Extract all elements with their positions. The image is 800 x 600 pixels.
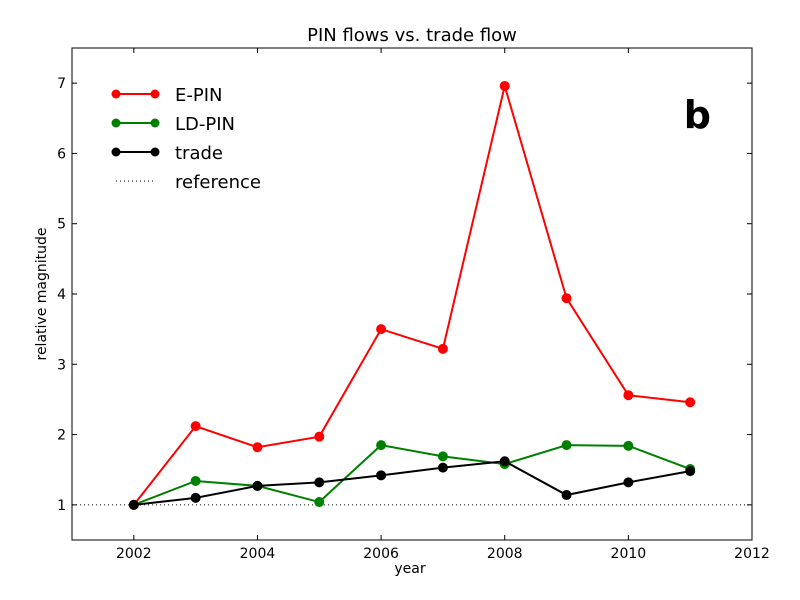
data-point <box>685 397 696 408</box>
legend-marker <box>111 147 121 157</box>
plot-frame <box>71 47 753 541</box>
legend: E-PIN LD-PIN trade reference <box>111 85 261 193</box>
data-point <box>623 390 634 401</box>
data-point <box>561 490 572 501</box>
data-point <box>437 451 448 462</box>
data-point <box>499 456 510 467</box>
legend-marker <box>150 147 160 157</box>
data-point <box>190 492 201 503</box>
legend-item: trade <box>111 143 223 164</box>
y-axis-title: relative magnitude <box>34 228 50 361</box>
data-point <box>252 480 263 491</box>
x-tick-label: 2012 <box>734 546 770 562</box>
y-tick-label: 5 <box>57 217 66 233</box>
panel-label: b <box>684 93 711 137</box>
x-tick-label: 2008 <box>487 546 523 562</box>
data-point <box>685 466 696 477</box>
data-point <box>128 499 139 510</box>
data-point <box>314 431 325 442</box>
x-tick-label: 2006 <box>363 546 399 562</box>
legend-marker <box>111 89 121 99</box>
data-point <box>376 324 387 335</box>
legend-marker <box>150 118 160 128</box>
legend-label: trade <box>175 143 223 164</box>
legend-label: reference <box>175 172 261 193</box>
data-point <box>561 440 572 451</box>
data-point <box>437 343 448 354</box>
legend-marker <box>150 89 160 99</box>
series-layer <box>128 80 696 510</box>
x-tick-label: 2002 <box>116 546 152 562</box>
x-tick-label: 2010 <box>611 546 647 562</box>
data-point <box>623 440 634 451</box>
series-line <box>133 82 691 506</box>
data-point <box>623 477 634 488</box>
legend-item: LD-PIN <box>111 114 235 135</box>
data-point <box>314 497 325 508</box>
data-point <box>376 440 387 451</box>
y-tick-label: 4 <box>57 287 66 303</box>
x-tick-label: 2004 <box>240 546 276 562</box>
legend-label: E-PIN <box>175 85 223 106</box>
legend-item: E-PIN <box>111 85 223 106</box>
data-point <box>190 475 201 486</box>
data-point <box>314 477 325 488</box>
data-point <box>376 470 387 481</box>
plot-area <box>71 47 753 541</box>
data-point <box>561 293 572 304</box>
data-point <box>252 442 263 453</box>
series-line <box>133 444 691 506</box>
legend-label: LD-PIN <box>175 114 235 135</box>
series-line <box>133 460 691 506</box>
series-trade <box>128 456 696 510</box>
legend-item: reference <box>116 172 261 193</box>
y-tick-label: 1 <box>57 498 66 514</box>
chart-title: PIN flows vs. trade flow <box>307 25 517 46</box>
y-tick-label: 6 <box>57 146 66 162</box>
y-tick-label: 3 <box>57 357 66 373</box>
legend-marker <box>111 118 121 128</box>
data-point <box>499 80 510 91</box>
data-point <box>190 421 201 432</box>
y-tick-label: 2 <box>57 428 66 444</box>
x-axis-title: year <box>394 561 425 577</box>
data-point <box>437 462 448 473</box>
y-tick-label: 7 <box>57 76 66 92</box>
